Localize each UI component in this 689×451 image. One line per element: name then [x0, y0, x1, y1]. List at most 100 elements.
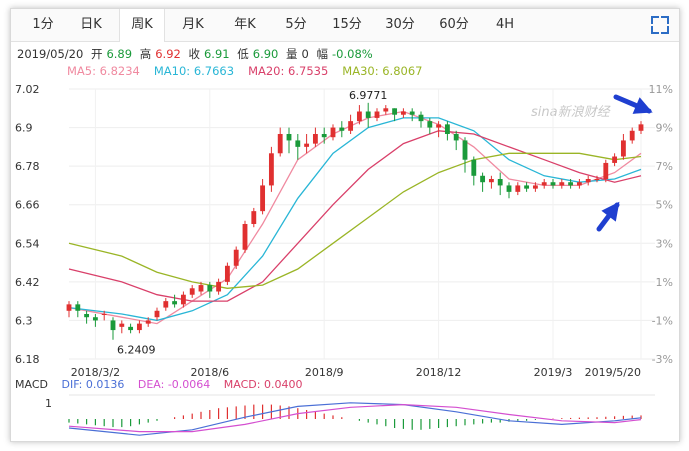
tab-8[interactable]: 60分	[439, 17, 469, 32]
x-tick-label: 2019/3	[534, 366, 573, 379]
candle-body	[436, 124, 442, 128]
tab-9[interactable]: 4H	[495, 17, 515, 32]
high-value: 6.92	[155, 47, 181, 61]
candle-body	[84, 314, 90, 318]
candle-body	[260, 185, 266, 212]
candle-body	[488, 179, 494, 183]
y-tick-label: 7.02	[15, 83, 40, 96]
candle-body	[66, 304, 72, 311]
tab-4[interactable]: 年K	[234, 17, 256, 32]
pct-tick-label: -1%	[652, 314, 673, 327]
pct-tick-label: -3%	[652, 353, 673, 366]
x-tick-label: 2019/5/20	[585, 366, 641, 379]
macd-dif-line	[68, 402, 642, 436]
candle-body	[251, 211, 257, 224]
open-value: 6.89	[106, 47, 133, 61]
pct-tick-label: 9%	[656, 122, 673, 135]
candle-body	[339, 127, 345, 131]
chart-window: 1分 日K 周K 月K 年K 5分 15分 30分 60分 4H 2019/05/20 开 6.89…	[10, 8, 680, 442]
candle-body	[453, 134, 459, 141]
ma-line-ma30	[68, 152, 642, 289]
candle-body	[576, 182, 582, 186]
macd-dif-label: DIF: 0.0136	[61, 378, 125, 391]
x-tick-label: 2018/3/2	[71, 366, 120, 379]
candle-body	[295, 140, 301, 147]
candle-body	[365, 111, 371, 118]
candle-body	[409, 111, 415, 115]
volume-label: 量	[286, 47, 298, 61]
candle-body	[480, 175, 486, 183]
info-date: 2019/05/20	[17, 47, 84, 61]
macd-dea-label: DEA: -0.0064	[137, 378, 211, 391]
ma-legend-item: MA10: 6.7663	[153, 64, 235, 78]
ma-line-ma20	[68, 130, 642, 302]
candle-body	[356, 111, 362, 122]
candle-body	[638, 124, 644, 131]
candle-body	[418, 114, 424, 122]
candle-body	[524, 185, 530, 189]
x-tick-label: 2018/12	[416, 366, 462, 379]
candle-body	[541, 182, 547, 186]
candle-body	[198, 285, 204, 292]
candle-body	[304, 143, 310, 147]
tab-1[interactable]: 日K	[80, 17, 102, 32]
candle-body	[224, 265, 230, 282]
candle-body	[136, 323, 142, 331]
candle-body	[172, 301, 178, 305]
tab-2[interactable]: 周K	[119, 9, 165, 42]
candle-body	[180, 294, 186, 305]
candle-body	[374, 111, 380, 118]
candle-body	[145, 320, 151, 324]
tab-0[interactable]: 1分	[32, 17, 54, 32]
y-tick-label: 6.42	[15, 276, 40, 289]
candle-body	[471, 159, 477, 176]
high-annotation: 6.9771	[349, 89, 388, 102]
macd-value-label: MACD: 0.0400	[223, 378, 303, 391]
kline-chart[interactable]: 7.026.96.786.666.546.426.36.1811%9%7%5%3…	[11, 79, 679, 441]
y-tick-label: 6.18	[15, 353, 40, 366]
tab-5[interactable]: 5分	[285, 17, 307, 32]
open-label: 开	[90, 47, 103, 61]
candle-body	[585, 179, 591, 183]
candle-body	[268, 153, 274, 186]
candle-body	[603, 162, 609, 179]
candle-body	[110, 320, 116, 331]
tab-7[interactable]: 30分	[385, 17, 415, 32]
x-tick-label: 2018/6	[190, 366, 229, 379]
candle-body	[594, 179, 600, 180]
macd-axis-label: 1	[45, 397, 52, 410]
candle-body	[559, 182, 565, 186]
candle-body	[128, 326, 134, 331]
ma-legend-item: MA5: 6.8234	[67, 64, 140, 78]
candle-body	[189, 288, 195, 295]
candle-body	[312, 134, 318, 144]
candle-body	[392, 108, 398, 115]
candle-body	[119, 323, 125, 327]
candle-body	[277, 134, 283, 154]
candle-body	[154, 310, 160, 318]
pct-tick-label: 3%	[656, 237, 673, 250]
candle-body	[612, 156, 618, 163]
low-label: 低	[237, 47, 249, 61]
ma-line-ma10	[68, 117, 642, 322]
candle-body	[101, 314, 107, 315]
candle-body	[444, 124, 450, 134]
candle-body	[321, 134, 327, 138]
candle-body	[550, 182, 556, 186]
candle-body	[163, 301, 169, 308]
y-tick-label: 6.54	[15, 237, 40, 250]
tab-3[interactable]: 月K	[182, 17, 204, 32]
candle-body	[462, 140, 468, 160]
candle-body	[532, 185, 538, 189]
candle-body	[383, 108, 389, 112]
candle-body	[348, 121, 354, 131]
ma-legend-item: MA20: 6.7535	[248, 64, 329, 78]
amplitude-value: -0.08%	[332, 47, 373, 61]
fullscreen-icon[interactable]	[651, 16, 669, 34]
low-value: 6.90	[252, 47, 279, 61]
tab-6[interactable]: 15分	[332, 17, 362, 32]
volume-value: 0	[301, 47, 309, 61]
candle-body	[330, 127, 336, 138]
candle-body	[233, 249, 239, 266]
candle-body	[242, 224, 248, 250]
